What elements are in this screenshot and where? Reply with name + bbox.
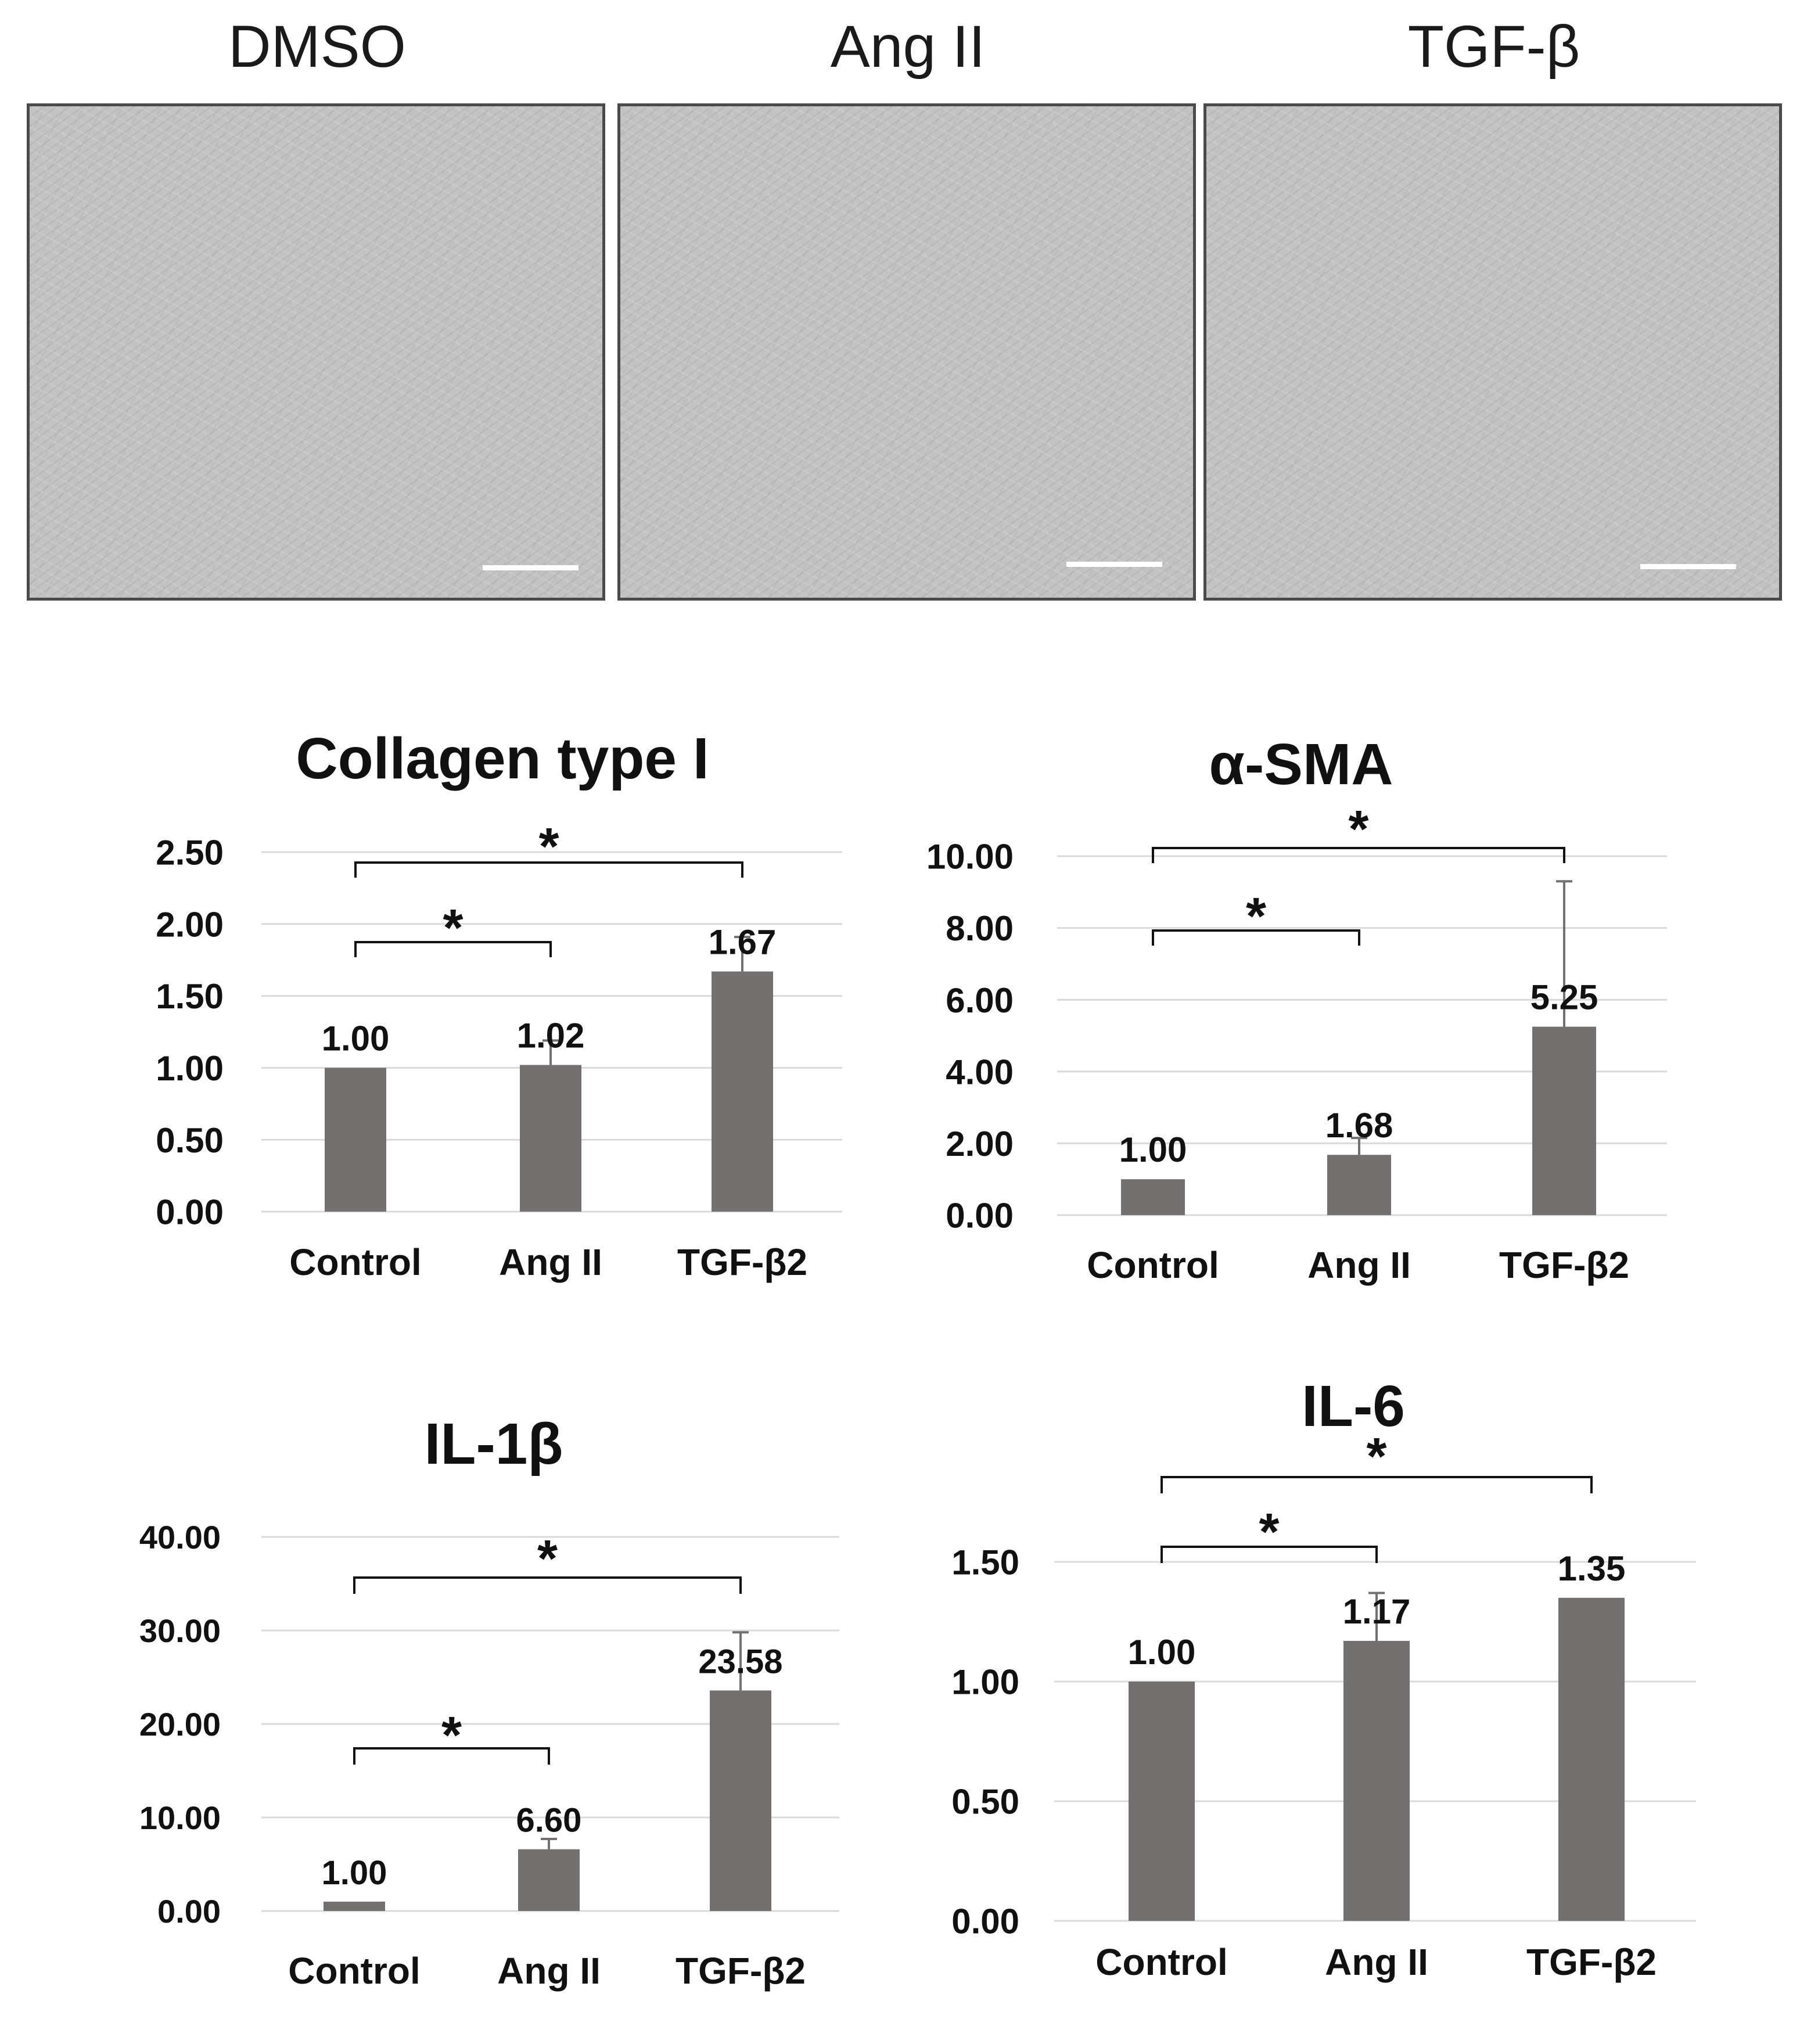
data-label: 1.35 — [1558, 1549, 1626, 1588]
y-tick-label: 0.00 — [156, 1193, 224, 1232]
micrograph-ang-ii — [617, 103, 1196, 601]
significance-bracket — [354, 861, 743, 878]
bar — [324, 1901, 385, 1911]
x-tick-label: Ang II — [497, 1950, 601, 1992]
y-tick-label: 1.00 — [951, 1663, 1019, 1702]
y-tick-label: 0.00 — [157, 1893, 221, 1930]
bar — [1121, 1179, 1185, 1215]
data-label: 6.60 — [516, 1802, 582, 1840]
y-tick-label: 1.50 — [951, 1543, 1019, 1582]
y-tick-label: 1.00 — [156, 1049, 224, 1088]
chart-title: Collagen type I — [296, 726, 709, 791]
significance-bracket — [1152, 847, 1565, 863]
y-tick-label: 2.00 — [946, 1125, 1014, 1163]
chart-title: IL-1β — [425, 1411, 563, 1477]
bar — [712, 971, 773, 1212]
data-label: 1.17 — [1343, 1592, 1411, 1631]
y-tick-label: 4.00 — [946, 1052, 1014, 1091]
significance-bracket — [353, 1747, 550, 1765]
significance-star: * — [1366, 1428, 1386, 1486]
significance-star: * — [1348, 800, 1368, 858]
data-label: 1.68 — [1325, 1106, 1393, 1145]
chart-title: α-SMA — [1209, 732, 1393, 797]
x-tick-label: Ang II — [1325, 1941, 1428, 1983]
bar — [1558, 1597, 1625, 1921]
significance-star: * — [441, 1707, 462, 1765]
y-tick-label: 8.00 — [946, 909, 1014, 948]
y-tick-label: 0.50 — [156, 1121, 224, 1160]
bar — [1129, 1682, 1195, 1921]
data-label: 23.58 — [698, 1643, 782, 1680]
scale-bar — [1066, 562, 1162, 567]
y-tick-label: 10.00 — [926, 838, 1014, 876]
significance-star: * — [1259, 1503, 1279, 1561]
data-label: 1.00 — [1119, 1130, 1187, 1169]
x-tick-label: Ang II — [499, 1241, 602, 1283]
significance-star: * — [538, 818, 559, 876]
scale-bar — [1640, 564, 1736, 569]
significance-bracket — [1161, 1546, 1378, 1563]
micrograph-label-ang-ii: Ang II — [830, 13, 986, 80]
data-label: 1.00 — [322, 1854, 387, 1892]
x-tick-label: Control — [289, 1241, 422, 1283]
y-tick-label: 2.50 — [156, 834, 224, 872]
bar — [325, 1068, 386, 1212]
micrograph-tgf-beta — [1203, 103, 1782, 601]
x-tick-label: TGF-β2 — [676, 1950, 806, 1992]
data-label: 1.00 — [322, 1019, 390, 1058]
x-tick-label: Control — [288, 1950, 421, 1992]
bar — [1327, 1155, 1391, 1215]
x-tick-label: Control — [1095, 1941, 1228, 1983]
scale-bar — [483, 565, 579, 570]
x-tick-label: Ang II — [1307, 1244, 1411, 1286]
micrograph-label-dmso: DMSO — [228, 13, 406, 80]
bar — [520, 1065, 581, 1212]
y-tick-label: 0.00 — [951, 1902, 1019, 1941]
data-label: 1.02 — [517, 1016, 585, 1055]
significance-bracket — [1152, 929, 1360, 946]
significance-bracket — [354, 941, 552, 957]
y-tick-label: 20.00 — [139, 1706, 221, 1743]
x-tick-label: TGF-β2 — [677, 1241, 807, 1283]
bar — [1343, 1640, 1410, 1921]
y-tick-label: 6.00 — [946, 981, 1014, 1020]
y-tick-label: 1.50 — [156, 977, 224, 1016]
y-tick-label: 0.50 — [951, 1783, 1019, 1822]
y-tick-label: 0.00 — [946, 1197, 1014, 1235]
micrograph-dmso — [27, 103, 605, 601]
y-tick-label: 40.00 — [139, 1519, 221, 1556]
significance-star: * — [537, 1530, 558, 1588]
data-label: 1.00 — [1128, 1633, 1196, 1672]
data-label: 5.25 — [1530, 978, 1598, 1017]
bar — [518, 1849, 580, 1911]
micrograph-label-tgf-beta: TGF-β — [1407, 13, 1580, 80]
x-tick-label: TGF-β2 — [1499, 1244, 1629, 1286]
x-tick-label: TGF-β2 — [1526, 1941, 1657, 1983]
bar — [1532, 1026, 1596, 1215]
significance-star: * — [443, 899, 463, 957]
significance-bracket — [1161, 1476, 1593, 1493]
bar — [710, 1690, 771, 1911]
y-tick-label: 2.00 — [156, 905, 224, 944]
significance-bracket — [353, 1576, 742, 1594]
y-tick-label: 30.00 — [139, 1612, 221, 1649]
data-label: 1.67 — [709, 923, 777, 962]
x-tick-label: Control — [1087, 1244, 1219, 1286]
significance-star: * — [1246, 888, 1266, 946]
chart-title: IL-6 — [1302, 1374, 1405, 1439]
y-tick-label: 10.00 — [139, 1799, 221, 1836]
